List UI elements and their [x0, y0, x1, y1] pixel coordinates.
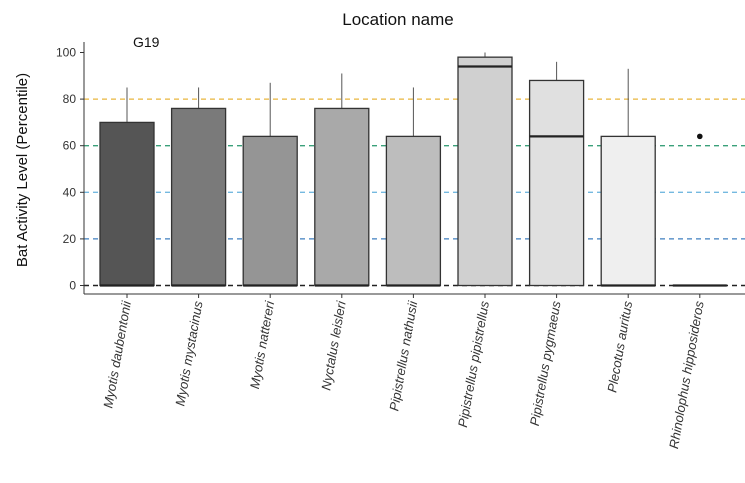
- box-rect: [314, 107, 370, 287]
- box-3: [242, 82, 298, 287]
- box-2: [170, 87, 227, 287]
- y-tick-label: 0: [69, 279, 76, 293]
- y-axis-label: Bat Activity Level (Percentile): [14, 73, 31, 267]
- y-tick-label: 100: [56, 46, 76, 60]
- outlier-point: [697, 133, 703, 140]
- y-ticks: 0 20 40 60 80 100: [56, 46, 84, 293]
- box-rect: [600, 135, 656, 287]
- box-9: [672, 133, 727, 287]
- x-tick-label: Rhinolophus hipposideros: [666, 299, 707, 449]
- box-6: [457, 52, 513, 287]
- box-rect: [99, 121, 155, 287]
- y-tick-label: 40: [63, 185, 77, 199]
- x-tick-label: Pipistrellus pipistrellus: [455, 299, 492, 428]
- x-tick-label: Myotis mystacinus: [172, 299, 205, 407]
- box-rect: [457, 56, 513, 287]
- box-5: [385, 87, 442, 287]
- box-rect: [528, 79, 585, 287]
- box-7: [528, 61, 585, 287]
- box-rect: [385, 135, 442, 287]
- y-tick-label: 80: [63, 92, 77, 106]
- x-tick-label: Myotis daubentonii: [100, 299, 134, 409]
- chart-title: Location name: [342, 10, 454, 29]
- box-rect: [242, 135, 298, 287]
- y-tick-label: 20: [63, 232, 77, 246]
- x-tick-label: Myotis nattereri: [247, 299, 277, 390]
- x-tick-label: Plecotus auritus: [604, 299, 635, 393]
- boxes: [99, 52, 727, 287]
- axes: [83, 42, 745, 295]
- y-tick-label: 60: [63, 139, 77, 153]
- x-tick-label: Pipistrellus nathusii: [386, 299, 420, 412]
- x-ticks: Myotis daubentonii Myotis mystacinus Myoti…: [100, 294, 707, 450]
- box-1: [99, 87, 155, 287]
- box-4: [314, 73, 370, 287]
- box-rect: [170, 107, 227, 287]
- panel-label: G19: [133, 34, 160, 50]
- x-tick-label: Pipistrellus pygmaeus: [527, 299, 564, 427]
- box-8: [600, 68, 656, 287]
- x-tick-label: Nyctalus leisleri: [318, 299, 349, 392]
